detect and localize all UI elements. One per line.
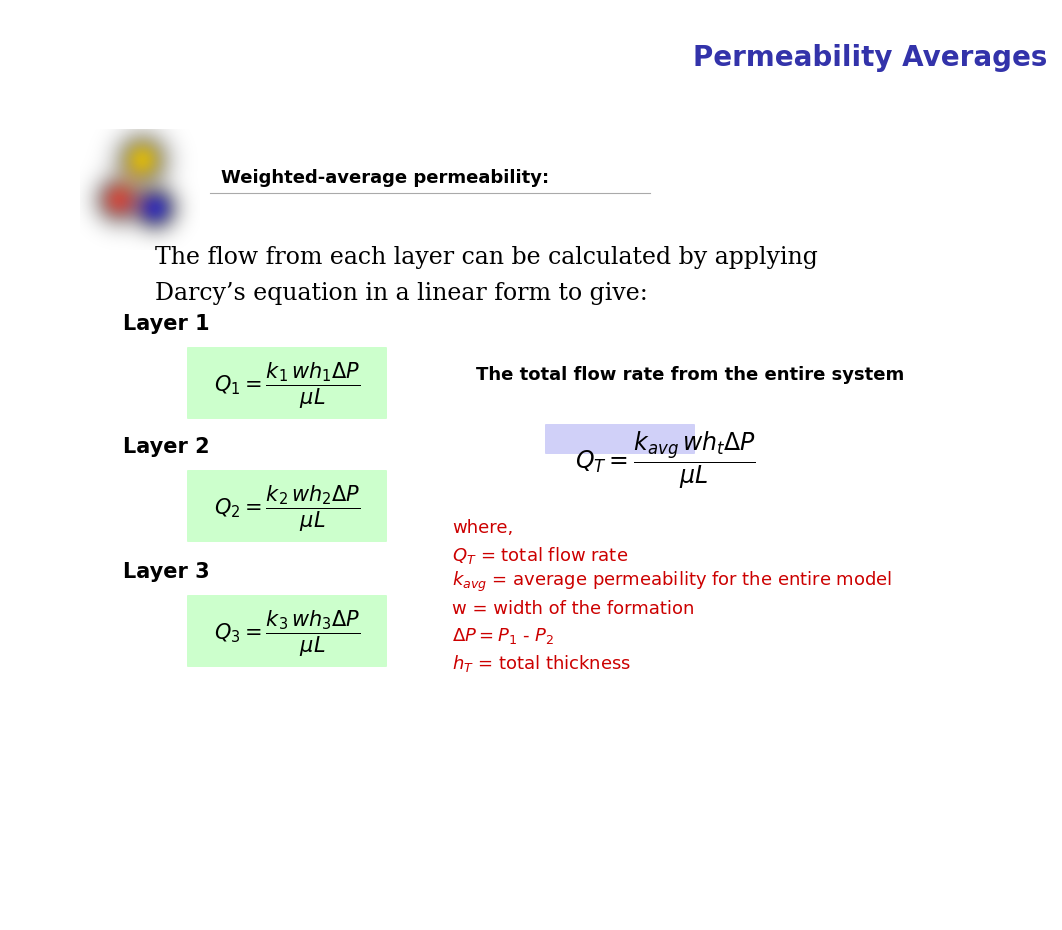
Text: $Q_3 = \dfrac{k_3\,wh_3\Delta P}{\mu L}$: $Q_3 = \dfrac{k_3\,wh_3\Delta P}{\mu L}$ xyxy=(213,609,360,659)
Text: Darcy’s equation in a linear form to give:: Darcy’s equation in a linear form to giv… xyxy=(155,282,648,304)
FancyBboxPatch shape xyxy=(187,595,387,667)
Text: $Q_1 = \dfrac{k_1\,wh_1\Delta P}{\mu L}$: $Q_1 = \dfrac{k_1\,wh_1\Delta P}{\mu L}$ xyxy=(213,361,360,411)
Text: Layer 3: Layer 3 xyxy=(123,562,209,582)
Text: Permeability Averages: Permeability Averages xyxy=(692,44,1047,72)
Text: Layer 2: Layer 2 xyxy=(123,437,209,457)
Text: where,: where, xyxy=(452,519,513,537)
Text: $h_T$ = total thickness: $h_T$ = total thickness xyxy=(452,653,631,673)
Text: $Q_2 = \dfrac{k_2\,wh_2\Delta P}{\mu L}$: $Q_2 = \dfrac{k_2\,wh_2\Delta P}{\mu L}$ xyxy=(213,484,360,534)
FancyBboxPatch shape xyxy=(545,424,695,454)
Text: $Q_T = \dfrac{k_{avg}\,wh_t\Delta P}{\mu L}$: $Q_T = \dfrac{k_{avg}\,wh_t\Delta P}{\mu… xyxy=(575,430,756,490)
Text: The total flow rate from the entire system: The total flow rate from the entire syst… xyxy=(476,366,904,384)
FancyBboxPatch shape xyxy=(187,347,387,419)
Text: Weighted-average permeability:: Weighted-average permeability: xyxy=(221,169,549,187)
Text: $\Delta P = P_1$ - $P_2$: $\Delta P = P_1$ - $P_2$ xyxy=(452,626,554,646)
Text: The flow from each layer can be calculated by applying: The flow from each layer can be calculat… xyxy=(155,246,818,269)
Text: $k_{avg}$ = average permeability for the entire model: $k_{avg}$ = average permeability for the… xyxy=(452,570,892,594)
Text: Layer 1: Layer 1 xyxy=(123,314,209,334)
Text: $Q_T$ = total flow rate: $Q_T$ = total flow rate xyxy=(452,544,629,565)
Text: w = width of the formation: w = width of the formation xyxy=(452,600,695,618)
FancyBboxPatch shape xyxy=(187,470,387,542)
